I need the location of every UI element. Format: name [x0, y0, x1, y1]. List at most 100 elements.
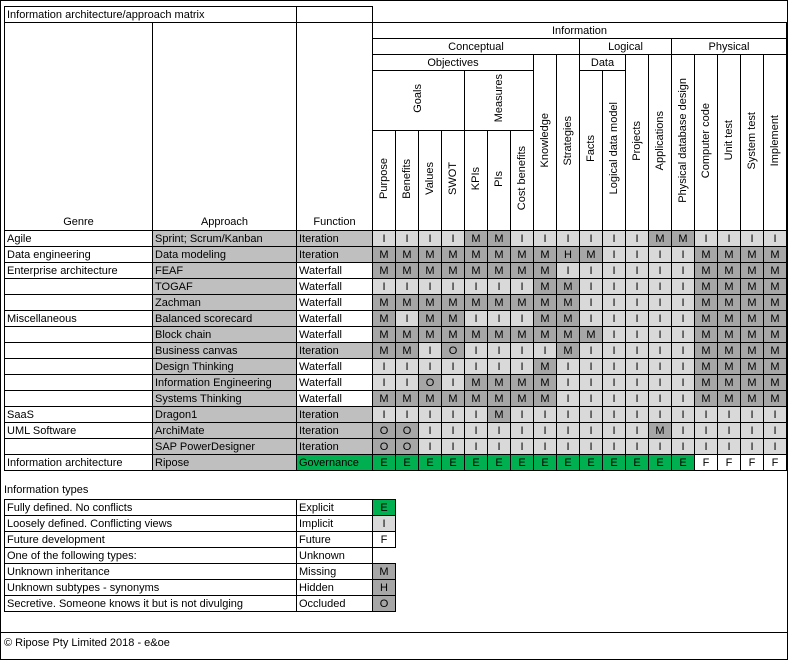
matrix-value-cell: M — [441, 310, 465, 327]
matrix-value-cell: I — [441, 438, 465, 455]
matrix-value-cell: M — [740, 326, 764, 343]
matrix-value-cell: M — [464, 230, 488, 247]
matrix-value-cell: M — [464, 246, 488, 263]
matrix-value-cell: M — [763, 246, 787, 263]
matrix-value-cell: I — [740, 422, 764, 439]
matrix-value-cell: I — [602, 294, 626, 311]
matrix-value-cell: I — [602, 310, 626, 327]
matrix-value-cell: O — [395, 422, 419, 439]
matrix-value-cell: M — [533, 374, 557, 391]
matrix-value-cell: M — [395, 342, 419, 359]
matrix-row: Data engineering Data modeling Iteration M M… — [4, 246, 787, 263]
matrix-value-cell: F — [694, 454, 718, 471]
matrix-value-cell: O — [441, 342, 465, 359]
group-header-information: Information — [372, 22, 787, 39]
matrix-value-cell: I — [648, 246, 672, 263]
matrix-value-cell: I — [395, 358, 419, 375]
matrix-value-cell: E — [625, 454, 649, 471]
matrix-value-cell: M — [441, 294, 465, 311]
matrix-value-cell: M — [694, 342, 718, 359]
matrix-value-cell: I — [694, 406, 718, 423]
matrix-value-cell: I — [533, 422, 557, 439]
matrix-value-cell: I — [602, 230, 626, 247]
matrix-value-cell: I — [464, 310, 488, 327]
legend-row: Unknown inheritance Missing M — [4, 563, 396, 580]
genre-cell — [4, 358, 153, 375]
matrix-row: Information Engineering Waterfall I I O I M M M M… — [4, 374, 787, 391]
function-cell: Iteration — [296, 422, 373, 439]
vertical-label: Strategies — [561, 115, 574, 166]
matrix-value-cell: M — [694, 310, 718, 327]
matrix-value-cell: I — [648, 406, 672, 423]
matrix-value-cell: M — [441, 262, 465, 279]
matrix-value-cell: I — [671, 342, 695, 359]
matrix-value-cell: M — [556, 278, 580, 295]
matrix-header-row: Purpose Benefits Values SWOT KPIs PIs Co… — [5, 130, 787, 231]
matrix-value-cell: E — [602, 454, 626, 471]
legend-label: Missing — [296, 563, 373, 580]
matrix-value-cell: I — [510, 358, 534, 375]
matrix-value-cell: I — [648, 294, 672, 311]
genre-cell — [4, 438, 153, 455]
matrix-value-cell: I — [579, 342, 603, 359]
matrix-value-cell: M — [533, 278, 557, 295]
matrix-value-cell: I — [671, 374, 695, 391]
matrix-value-cell: H — [556, 246, 580, 263]
legend-description: Secretive. Someone knows it but is not d… — [4, 595, 297, 612]
matrix-value-cell: O — [395, 438, 419, 455]
matrix-value-cell: M — [556, 294, 580, 311]
matrix-value-cell: M — [464, 374, 488, 391]
matrix-value-cell: I — [372, 230, 396, 247]
legend-description: Fully defined. No conflicts — [4, 499, 297, 516]
matrix-value-cell: M — [556, 310, 580, 327]
matrix-value-cell: I — [556, 262, 580, 279]
matrix-value-cell: I — [648, 278, 672, 295]
vertical-label: Values — [423, 162, 436, 195]
matrix-value-cell: I — [556, 374, 580, 391]
function-cell: Waterfall — [296, 310, 373, 327]
matrix-value-cell: I — [464, 406, 488, 423]
vertical-label: PIs — [492, 170, 505, 187]
matrix-value-cell: M — [418, 326, 442, 343]
matrix-row: Business canvas Iteration M M I O I I I I M I I I I I M M… — [4, 342, 787, 359]
matrix-value-cell: M — [763, 358, 787, 375]
legend-description: Unknown inheritance — [4, 563, 297, 580]
matrix-value-cell: I — [648, 390, 672, 407]
matrix-value-cell: I — [602, 278, 626, 295]
matrix-value-cell: M — [717, 342, 741, 359]
legend-row: Secretive. Someone knows it but is not d… — [4, 595, 396, 612]
legend-code-cell: O — [372, 595, 396, 612]
matrix-value-cell: I — [418, 358, 442, 375]
matrix-value-cell: I — [487, 278, 511, 295]
matrix-value-cell: M — [671, 230, 695, 247]
matrix-value-cell: I — [579, 230, 603, 247]
matrix-value-cell: I — [671, 326, 695, 343]
approach-cell: Systems Thinking — [152, 390, 297, 407]
matrix-value-cell: I — [602, 406, 626, 423]
matrix-value-cell: M — [763, 278, 787, 295]
column-header-implement: Implement — [763, 54, 787, 231]
legend-description: Unknown subtypes - synonyms — [4, 579, 297, 596]
matrix-value-cell: M — [510, 374, 534, 391]
approach-matrix-table: Information architecture/approach matrix… — [4, 6, 787, 471]
matrix-value-cell: I — [648, 358, 672, 375]
matrix-value-cell: I — [694, 422, 718, 439]
matrix-value-cell: I — [763, 422, 787, 439]
page-title: Information architecture/approach matrix — [4, 6, 297, 23]
matrix-value-cell: I — [648, 262, 672, 279]
approach-cell: TOGAF — [152, 278, 297, 295]
legend-code-empty — [373, 548, 396, 564]
matrix-value-cell: M — [487, 294, 511, 311]
matrix-value-cell: M — [441, 326, 465, 343]
matrix-value-cell: M — [717, 358, 741, 375]
legend-code-cell: F — [372, 531, 396, 548]
matrix-header-row: Information architecture/approach matrix — [4, 6, 787, 23]
matrix-value-cell: M — [533, 390, 557, 407]
legend-row: Fully defined. No conflicts Explicit E — [4, 499, 396, 516]
matrix-value-cell: M — [533, 246, 557, 263]
matrix-value-cell: M — [694, 278, 718, 295]
matrix-value-cell: M — [763, 390, 787, 407]
matrix-value-cell: E — [464, 454, 488, 471]
function-column-header: Function — [296, 214, 373, 231]
matrix-value-cell: I — [602, 342, 626, 359]
